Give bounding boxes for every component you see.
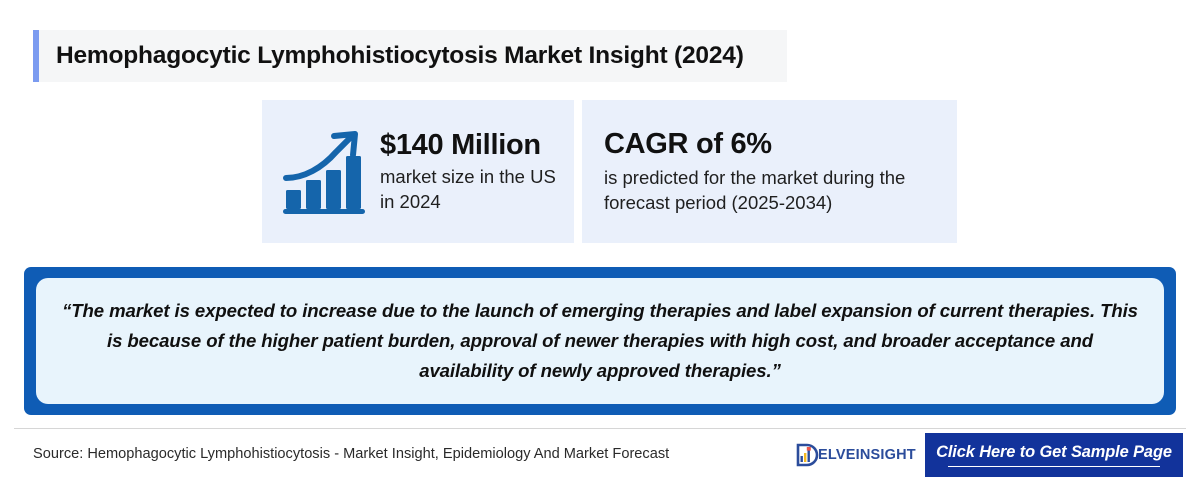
title-accent-bar bbox=[33, 30, 39, 82]
stat-description: market size in the US in 2024 bbox=[380, 166, 556, 212]
stat-description: is predicted for the market during the f… bbox=[604, 167, 906, 213]
stat-card-text: CAGR of 6% is predicted for the market d… bbox=[604, 128, 943, 216]
cta-label: Click Here to Get Sample Page bbox=[936, 442, 1172, 461]
delveinsight-d-icon bbox=[796, 443, 819, 467]
quote-callout: “The market is expected to increase due … bbox=[24, 267, 1176, 415]
stat-card-text: $140 Million market size in the US in 20… bbox=[380, 129, 560, 215]
delveinsight-logo: ELVEINSIGHT bbox=[796, 441, 916, 469]
cta-underline bbox=[948, 465, 1160, 468]
page-title-bar: Hemophagocytic Lymphohistiocytosis Marke… bbox=[33, 30, 787, 82]
delveinsight-wordmark: ELVEINSIGHT bbox=[818, 447, 916, 463]
stat-headline: $140 Million bbox=[380, 128, 541, 161]
footer: Source: Hemophagocytic Lymphohistiocytos… bbox=[0, 429, 1200, 482]
stat-headline: CAGR of 6% bbox=[604, 127, 772, 160]
stat-card-cagr: CAGR of 6% is predicted for the market d… bbox=[582, 100, 957, 243]
bar-chart-growth-icon bbox=[278, 126, 370, 218]
source-label: Source: Hemophagocytic Lymphohistiocytos… bbox=[33, 446, 670, 462]
quote-text: “The market is expected to increase due … bbox=[62, 299, 1138, 382]
quote-panel: “The market is expected to increase due … bbox=[36, 278, 1164, 404]
get-sample-page-button[interactable]: Click Here to Get Sample Page bbox=[925, 433, 1183, 477]
page-title: Hemophagocytic Lymphohistiocytosis Marke… bbox=[56, 42, 744, 69]
stat-cards-row: $140 Million market size in the US in 20… bbox=[262, 100, 957, 243]
stat-card-market-size: $140 Million market size in the US in 20… bbox=[262, 100, 574, 243]
footer-divider bbox=[14, 428, 1186, 429]
